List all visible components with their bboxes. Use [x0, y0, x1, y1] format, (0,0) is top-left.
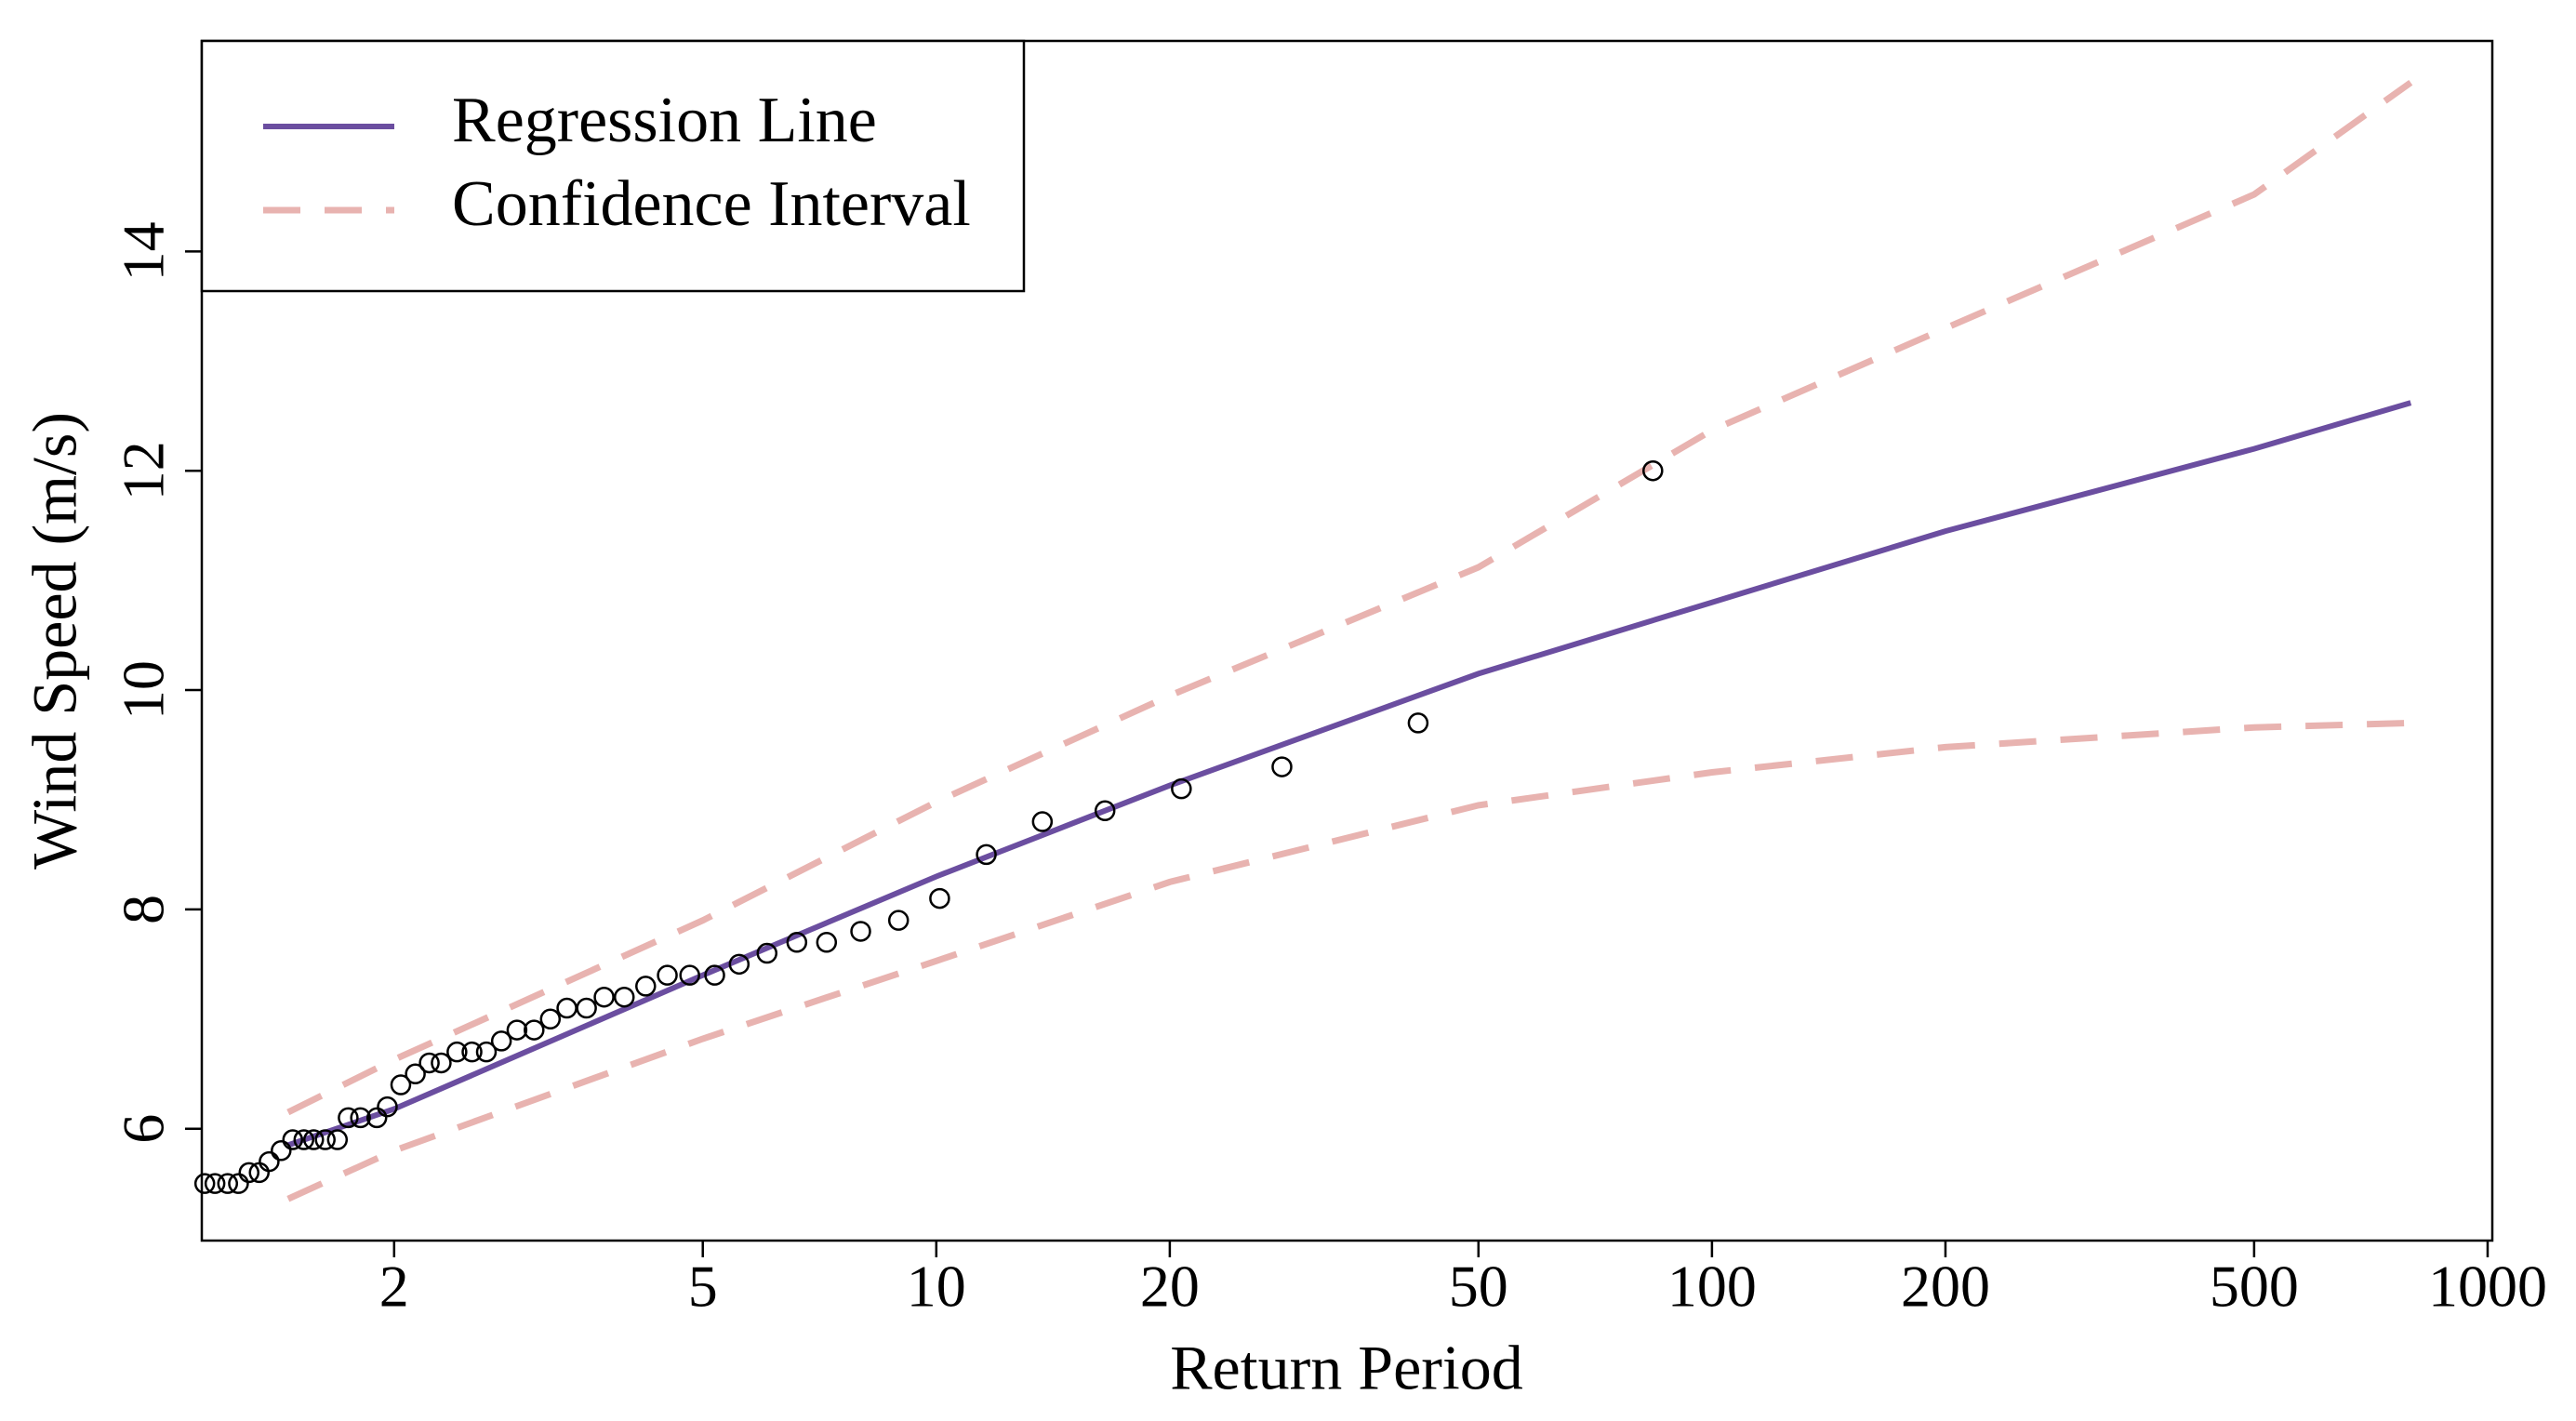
data-point — [1271, 756, 1293, 777]
data-point — [614, 986, 635, 1008]
data-point — [377, 1096, 398, 1118]
data-point — [816, 932, 838, 953]
data-point — [929, 887, 950, 910]
data-point — [418, 1052, 440, 1074]
data-point — [1031, 811, 1054, 832]
data-point — [405, 1063, 426, 1085]
data-point — [490, 1030, 512, 1052]
x-tick-label: 10 — [907, 1254, 966, 1320]
data-point — [238, 1162, 260, 1184]
y-tick-label: 10 — [111, 660, 177, 720]
data-point — [338, 1107, 359, 1129]
data-point — [390, 1074, 412, 1096]
x-tick-label: 200 — [1901, 1254, 1990, 1320]
data-point — [887, 910, 910, 931]
x-tick-label: 20 — [1140, 1254, 1200, 1320]
data-point — [1642, 459, 1664, 482]
regression-line — [286, 400, 2412, 1149]
y-axis-label: Wind Speed (m/s) — [20, 412, 90, 870]
data-point — [293, 1129, 315, 1150]
data-point — [593, 986, 615, 1008]
legend-label: Regression Line — [452, 85, 877, 156]
data-point — [786, 932, 808, 953]
data-point — [756, 942, 778, 964]
data-point — [271, 1140, 292, 1162]
data-point — [850, 921, 871, 942]
data-point — [635, 976, 657, 997]
data-point — [461, 1041, 483, 1063]
data-point — [365, 1107, 388, 1129]
y-tick-label: 6 — [111, 1114, 177, 1144]
x-tick-label: 1000 — [2428, 1254, 2547, 1320]
data-point — [1094, 800, 1116, 822]
data-point — [576, 997, 597, 1019]
data-point — [475, 1041, 498, 1063]
data-point — [314, 1129, 336, 1150]
data-point — [1171, 777, 1192, 800]
data-point — [350, 1107, 371, 1129]
data-point — [217, 1173, 239, 1194]
data-point — [193, 1173, 216, 1194]
data-point — [728, 953, 750, 976]
data-point — [431, 1052, 452, 1074]
x-tick-label: 100 — [1667, 1254, 1757, 1320]
x-tick-label: 2 — [379, 1254, 409, 1320]
data-point — [303, 1129, 325, 1150]
data-point — [556, 997, 578, 1019]
y-tick-label: 12 — [111, 441, 177, 500]
x-axis-label: Return Period — [1170, 1333, 1523, 1403]
data-point — [1407, 712, 1429, 734]
data-point — [539, 1008, 562, 1030]
x-tick-label: 5 — [688, 1254, 718, 1320]
data-point — [204, 1173, 226, 1194]
y-tick-label: 14 — [111, 221, 177, 281]
y-tick-label: 8 — [111, 895, 177, 924]
data-point — [657, 964, 678, 986]
data-point — [259, 1150, 280, 1173]
data-point — [679, 964, 700, 986]
legend-box — [200, 39, 1026, 293]
data-point — [326, 1129, 349, 1150]
x-tick-label: 50 — [1449, 1254, 1508, 1320]
confidence-lower — [286, 719, 2411, 1202]
x-tick-label: 500 — [2210, 1254, 2299, 1320]
plot-frame — [200, 39, 2494, 1242]
data-point — [282, 1129, 303, 1150]
data-point — [446, 1041, 468, 1063]
legend-label: Confidence Interval — [452, 168, 971, 240]
data-point — [524, 1019, 545, 1041]
data-point — [506, 1019, 528, 1041]
data-point — [228, 1173, 249, 1194]
data-point — [976, 843, 997, 866]
data-point — [704, 964, 725, 986]
